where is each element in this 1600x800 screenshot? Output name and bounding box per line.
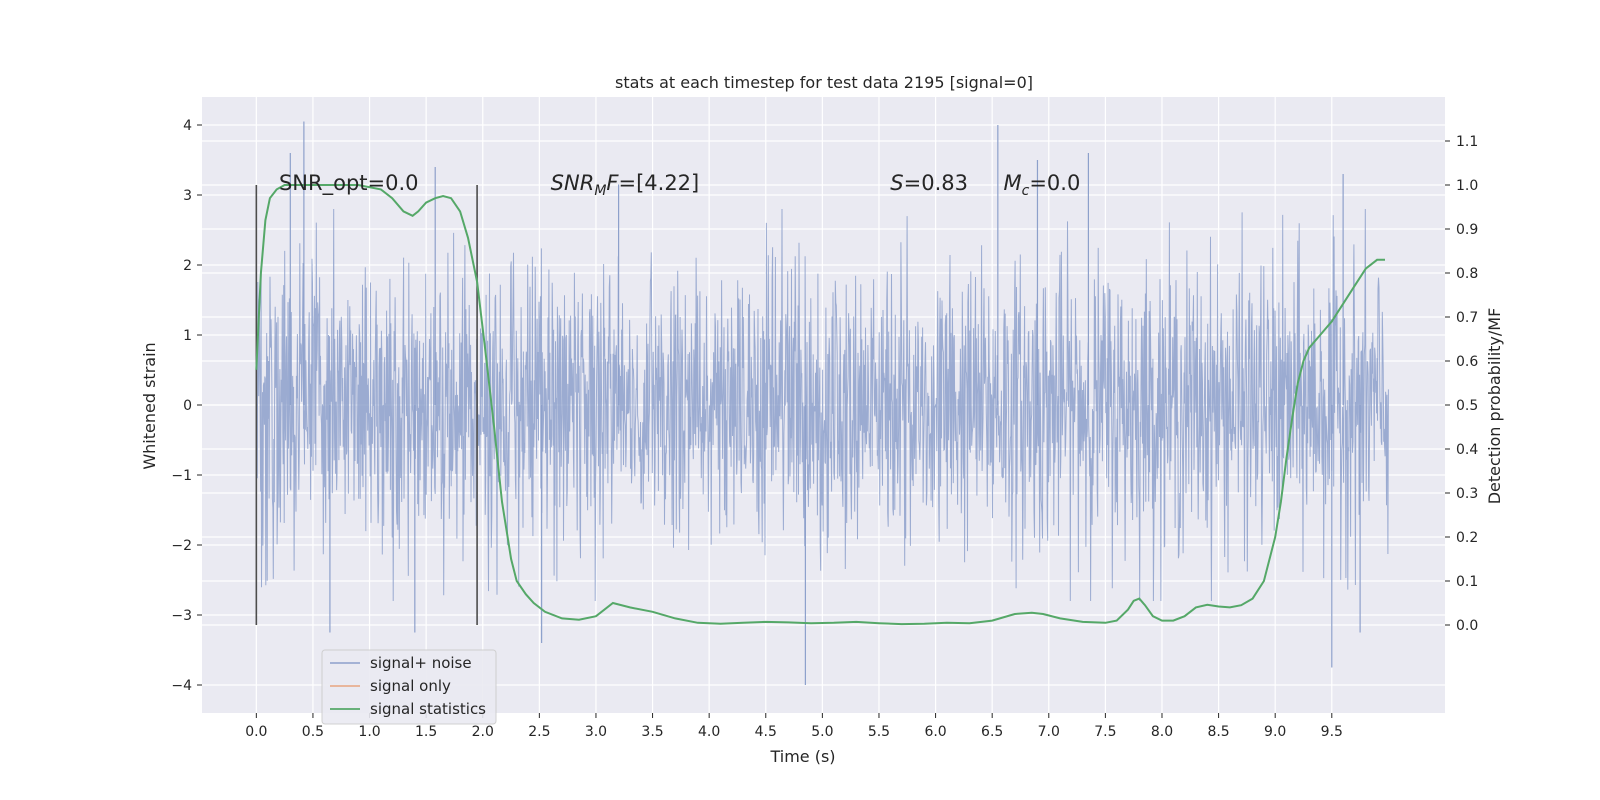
- signal-noise-line: [255, 208, 1389, 602]
- y-tick-label: 2: [183, 258, 192, 274]
- x-tick-label: 8.5: [1207, 724, 1229, 740]
- signal-noise-series: [255, 121, 1389, 685]
- y2-tick-label: 0.7: [1456, 310, 1478, 326]
- x-tick-label: 1.0: [358, 724, 380, 740]
- y-tick-label: −2: [171, 538, 192, 554]
- x-tick-label: 2.5: [528, 724, 550, 740]
- x-tick-label: 5.0: [811, 724, 833, 740]
- annotation-3: Mc=0.0: [1003, 171, 1080, 199]
- x-tick-label: 0.0: [245, 724, 267, 740]
- x-tick-label: 9.0: [1264, 724, 1286, 740]
- legend-label-signal-only: signal only: [370, 677, 451, 695]
- annotations: SNR_opt=0.0 SNRMF=[4.22] S=0.83 Mc=0.0: [279, 171, 1080, 199]
- y-tick-label: 4: [183, 118, 192, 134]
- chart-title: stats at each timestep for test data 219…: [615, 73, 1033, 92]
- y2-tick-label: 1.1: [1456, 134, 1478, 150]
- y-axis-ticks: −4 −3 −2 −1 0 1 2 3 4: [171, 118, 202, 694]
- y-axis-label: Whitened strain: [140, 342, 159, 469]
- y-tick-label: 0: [183, 398, 192, 414]
- legend-label-signal-statistics: signal statistics: [370, 700, 486, 718]
- signal-statistics-line: [255, 184, 1385, 626]
- y2-tick-label: 0.5: [1456, 398, 1478, 414]
- legend-box: [321, 649, 497, 725]
- y2-tick-label: 0.6: [1456, 354, 1478, 370]
- y-tick-label: −4: [171, 678, 192, 694]
- y2-tick-label: 0.8: [1456, 266, 1478, 282]
- x-tick-label: 1.5: [415, 724, 437, 740]
- x-tick-label: 6.0: [924, 724, 946, 740]
- x-tick-label: 2.0: [472, 724, 494, 740]
- x-tick-label: 7.0: [1038, 724, 1060, 740]
- y-tick-label: 1: [183, 328, 192, 344]
- y2-tick-label: 1.0: [1456, 178, 1478, 194]
- x-tick-label: 7.5: [1094, 724, 1116, 740]
- y2-tick-label: 0.3: [1456, 486, 1478, 502]
- y2-tick-label: 0.9: [1456, 222, 1478, 238]
- x-tick-label: 5.5: [868, 724, 890, 740]
- y2-tick-label: 0.1: [1456, 574, 1478, 590]
- vertical-markers: [255, 185, 478, 625]
- x-tick-label: 8.0: [1151, 724, 1173, 740]
- y2-tick-label: 0.0: [1456, 618, 1478, 634]
- x-tick-label: 3.5: [641, 724, 663, 740]
- y2-tick-label: 0.4: [1456, 442, 1478, 458]
- y2-axis-label: Detection probability/MF: [1485, 308, 1504, 505]
- y2-tick-label: 0.2: [1456, 530, 1478, 546]
- legend-label-signal-noise: signal+ noise: [370, 654, 472, 672]
- y-tick-label: −1: [171, 468, 192, 484]
- x-tick-label: 6.5: [981, 724, 1003, 740]
- annotation-1: SNRMF=[4.22]: [551, 171, 700, 199]
- x-axis-ticks: 0.0 0.5 1.0 1.5 2.0 2.5 3.0 3.5 4.0 4.5 5.0 5.5 6.0 6…: [245, 713, 1343, 740]
- y-tick-label: 3: [183, 188, 192, 204]
- annotation-2: S=0.83: [890, 171, 968, 195]
- y-tick-label: −3: [171, 608, 192, 624]
- y2-axis-ticks: 0.0 0.1 0.2 0.3 0.4 0.5 0.6 0.7 0.8 0.9 1.0 1.1: [1445, 134, 1478, 634]
- x-tick-label: 4.5: [755, 724, 777, 740]
- x-axis-label: Time (s): [769, 747, 835, 766]
- x-tick-label: 3.0: [585, 724, 607, 740]
- x-tick-label: 0.5: [302, 724, 324, 740]
- x-tick-label: 4.0: [698, 724, 720, 740]
- annotation-0: SNR_opt=0.0: [279, 171, 419, 196]
- signal-statistics-series: [255, 184, 1385, 626]
- legend: signal+ noise signal only signal statist…: [321, 649, 497, 725]
- x-tick-label: 9.5: [1321, 724, 1343, 740]
